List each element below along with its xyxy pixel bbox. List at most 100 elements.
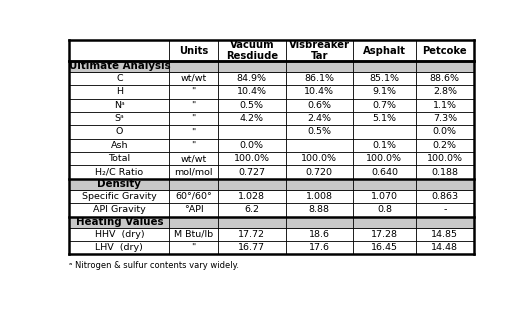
Bar: [218, 112, 286, 125]
Bar: [69, 61, 169, 72]
Bar: [169, 125, 218, 139]
Bar: [286, 190, 353, 203]
Bar: [416, 112, 474, 125]
Bar: [218, 179, 286, 190]
Bar: [286, 241, 353, 254]
Bar: [416, 85, 474, 99]
Bar: [218, 40, 286, 61]
Text: H: H: [116, 87, 123, 96]
Bar: [286, 228, 353, 241]
Bar: [416, 228, 474, 241]
Bar: [169, 85, 218, 99]
Bar: [169, 61, 218, 72]
Bar: [218, 139, 286, 152]
Text: ": ": [192, 127, 196, 136]
Text: 4.2%: 4.2%: [240, 114, 264, 123]
Text: Sᵃ: Sᵃ: [114, 114, 124, 123]
Text: 1.028: 1.028: [238, 192, 266, 201]
Bar: [286, 61, 353, 72]
Bar: [353, 179, 416, 190]
Bar: [218, 228, 286, 241]
Bar: [416, 217, 474, 228]
Text: wt/wt: wt/wt: [181, 154, 207, 163]
Text: Nᵃ: Nᵃ: [114, 101, 125, 110]
Text: 17.6: 17.6: [309, 243, 330, 252]
Text: 0.2%: 0.2%: [433, 141, 457, 150]
Bar: [69, 139, 169, 152]
Text: ": ": [192, 243, 196, 252]
Bar: [218, 61, 286, 72]
Text: 0.5%: 0.5%: [240, 101, 264, 110]
Text: 0.7%: 0.7%: [373, 101, 396, 110]
Text: Heating Values: Heating Values: [76, 217, 163, 227]
Bar: [218, 85, 286, 99]
Bar: [416, 166, 474, 179]
Text: Specific Gravity: Specific Gravity: [82, 192, 157, 201]
Bar: [286, 125, 353, 139]
Bar: [69, 179, 169, 190]
Text: Units: Units: [179, 46, 208, 55]
Text: ": ": [192, 101, 196, 110]
Text: 0.863: 0.863: [431, 192, 458, 201]
Text: 7.3%: 7.3%: [433, 114, 457, 123]
Bar: [353, 217, 416, 228]
Text: LHV  (dry): LHV (dry): [95, 243, 143, 252]
Text: Visbreaker
Tar: Visbreaker Tar: [289, 40, 350, 61]
Text: °API: °API: [184, 206, 204, 215]
Text: 88.6%: 88.6%: [430, 74, 460, 83]
Bar: [69, 99, 169, 112]
Text: Ash: Ash: [111, 141, 128, 150]
Text: mol/mol: mol/mol: [174, 168, 213, 177]
Text: 0.6%: 0.6%: [307, 101, 331, 110]
Bar: [218, 190, 286, 203]
Bar: [353, 166, 416, 179]
Bar: [169, 112, 218, 125]
Text: 17.72: 17.72: [238, 230, 266, 239]
Bar: [416, 61, 474, 72]
Bar: [69, 85, 169, 99]
Text: M Btu/lb: M Btu/lb: [174, 230, 213, 239]
Bar: [353, 241, 416, 254]
Bar: [353, 152, 416, 166]
Bar: [69, 40, 169, 61]
Bar: [69, 203, 169, 217]
Text: 0.5%: 0.5%: [307, 127, 331, 136]
Bar: [169, 72, 218, 85]
Bar: [416, 203, 474, 217]
Bar: [218, 241, 286, 254]
Text: 16.45: 16.45: [371, 243, 398, 252]
Text: 0.720: 0.720: [306, 168, 333, 177]
Bar: [286, 217, 353, 228]
Text: Density: Density: [98, 179, 142, 189]
Text: wt/wt: wt/wt: [181, 74, 207, 83]
Text: 2.4%: 2.4%: [307, 114, 331, 123]
Text: 86.1%: 86.1%: [304, 74, 334, 83]
Text: 5.1%: 5.1%: [373, 114, 396, 123]
Text: ᵃ Nitrogen & sulfur contents vary widely.: ᵃ Nitrogen & sulfur contents vary widely…: [69, 260, 240, 269]
Text: 84.9%: 84.9%: [237, 74, 267, 83]
Bar: [69, 228, 169, 241]
Text: ": ": [192, 87, 196, 96]
Text: 10.4%: 10.4%: [304, 87, 334, 96]
Bar: [416, 40, 474, 61]
Text: 10.4%: 10.4%: [237, 87, 267, 96]
Bar: [169, 99, 218, 112]
Bar: [286, 40, 353, 61]
Bar: [353, 61, 416, 72]
Text: Vacuum
Resdiude: Vacuum Resdiude: [226, 40, 278, 61]
Text: 100.0%: 100.0%: [301, 154, 337, 163]
Text: Ultimate Analysis: Ultimate Analysis: [68, 61, 170, 71]
Bar: [218, 203, 286, 217]
Bar: [286, 179, 353, 190]
Bar: [286, 166, 353, 179]
Text: 100.0%: 100.0%: [234, 154, 270, 163]
Bar: [286, 152, 353, 166]
Text: O: O: [116, 127, 123, 136]
Bar: [416, 139, 474, 152]
Text: H₂/C Ratio: H₂/C Ratio: [95, 168, 144, 177]
Bar: [69, 125, 169, 139]
Bar: [416, 99, 474, 112]
Text: 1.1%: 1.1%: [433, 101, 457, 110]
Text: 0.640: 0.640: [371, 168, 398, 177]
Bar: [416, 241, 474, 254]
